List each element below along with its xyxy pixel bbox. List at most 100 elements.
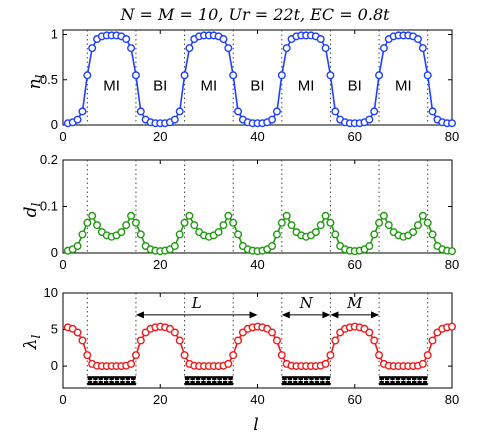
data-point — [375, 71, 384, 80]
data-point — [428, 107, 437, 116]
x-tick-label: 80 — [445, 392, 459, 407]
region-label: BI — [348, 77, 362, 94]
data-point — [170, 242, 179, 251]
data-point — [379, 44, 388, 53]
data-point — [287, 221, 296, 230]
data-point — [272, 107, 281, 116]
span-arrowhead-right — [249, 311, 258, 319]
data-point — [423, 218, 432, 227]
data-point — [428, 230, 437, 239]
data-point — [448, 247, 457, 256]
panel-lambda: λl 0 20 40 60 80 0 5 10 ++++++++++ ++++++++++ ++++… — [21, 285, 459, 407]
data-point — [136, 336, 145, 345]
data-point — [282, 211, 291, 220]
data-point — [409, 228, 418, 237]
data-point — [214, 228, 223, 237]
span-arrowhead-left — [330, 311, 339, 319]
data-point — [268, 242, 277, 251]
data-point — [73, 242, 82, 251]
y-tick-label: 5 — [51, 322, 58, 337]
data-point — [326, 351, 335, 360]
data-point — [122, 221, 131, 230]
data-point — [180, 351, 189, 360]
x-tick-label: 60 — [348, 129, 362, 144]
x-tick-label: 60 — [348, 257, 362, 272]
data-point — [131, 218, 140, 227]
region-label: MI — [298, 77, 315, 94]
data-point — [175, 230, 184, 239]
y-tick-label: 0 — [51, 245, 58, 260]
data-point — [180, 71, 189, 80]
bar-block — [184, 376, 234, 386]
x-tick-label: 0 — [59, 392, 66, 407]
data-point — [127, 359, 136, 368]
data-point — [277, 351, 286, 360]
data-point — [272, 336, 281, 345]
x-tick-label: 40 — [250, 129, 264, 144]
data-point — [326, 71, 335, 80]
bar-text: ++++++++++ — [182, 377, 237, 387]
data-point — [370, 107, 379, 116]
region-label: BI — [250, 77, 264, 94]
data-point — [219, 35, 228, 44]
x-tick-label: 40 — [250, 257, 264, 272]
data-point — [428, 336, 437, 345]
figure-title: N = M = 10, Ur = 22t, EC = 0.8t — [119, 5, 390, 24]
data-point — [83, 218, 92, 227]
bar-text: ++++++++++ — [85, 377, 140, 387]
ylabel-lambda: λl — [21, 335, 43, 351]
span-arrowhead-left — [281, 311, 290, 319]
data-point — [131, 71, 140, 80]
plot-frame — [62, 159, 453, 254]
data-point — [83, 71, 92, 80]
data-point — [229, 351, 238, 360]
data-point — [73, 328, 82, 337]
data-point — [78, 107, 87, 116]
data-point — [321, 359, 330, 368]
bar-block — [281, 376, 331, 386]
y-tick-label: 0.2 — [40, 152, 58, 167]
bar-block — [379, 376, 428, 386]
data-point — [384, 221, 393, 230]
data-point — [78, 336, 87, 345]
data-point — [448, 119, 457, 128]
data-point — [229, 218, 238, 227]
data-point — [370, 230, 379, 239]
span-arrowhead-right — [322, 311, 331, 319]
y-tick-label: 0.5 — [40, 72, 58, 87]
y-tick-label: 10 — [44, 285, 58, 300]
data-point — [268, 328, 277, 337]
data-point — [190, 221, 199, 230]
span-arrowhead-left — [135, 311, 144, 319]
plot-frame — [62, 292, 453, 389]
span-label: L — [191, 294, 202, 312]
x-tick-label: 80 — [445, 257, 459, 272]
data-point — [175, 336, 184, 345]
data-point — [418, 211, 427, 220]
data-point — [311, 228, 320, 237]
data-point — [234, 107, 243, 116]
data-point — [175, 107, 184, 116]
span-label: M — [346, 294, 363, 312]
data-point — [122, 35, 131, 44]
span-arrowhead-right — [371, 311, 380, 319]
y-tick-label: 0 — [51, 358, 58, 373]
data-point — [316, 35, 325, 44]
data-point — [365, 242, 374, 251]
region-label: MI — [201, 77, 218, 94]
y-tick-label: 0 — [51, 117, 58, 132]
data-point — [93, 221, 102, 230]
series-line — [67, 325, 453, 367]
x-tick-label: 20 — [153, 257, 167, 272]
data-point — [83, 351, 92, 360]
data-point — [185, 211, 194, 220]
data-point — [413, 35, 422, 44]
data-point — [234, 230, 243, 239]
data-point — [277, 218, 286, 227]
data-point — [136, 230, 145, 239]
x-tick-label: 20 — [153, 129, 167, 144]
y-tick-label: 1 — [51, 27, 58, 42]
x-tick-label: 40 — [250, 392, 264, 407]
